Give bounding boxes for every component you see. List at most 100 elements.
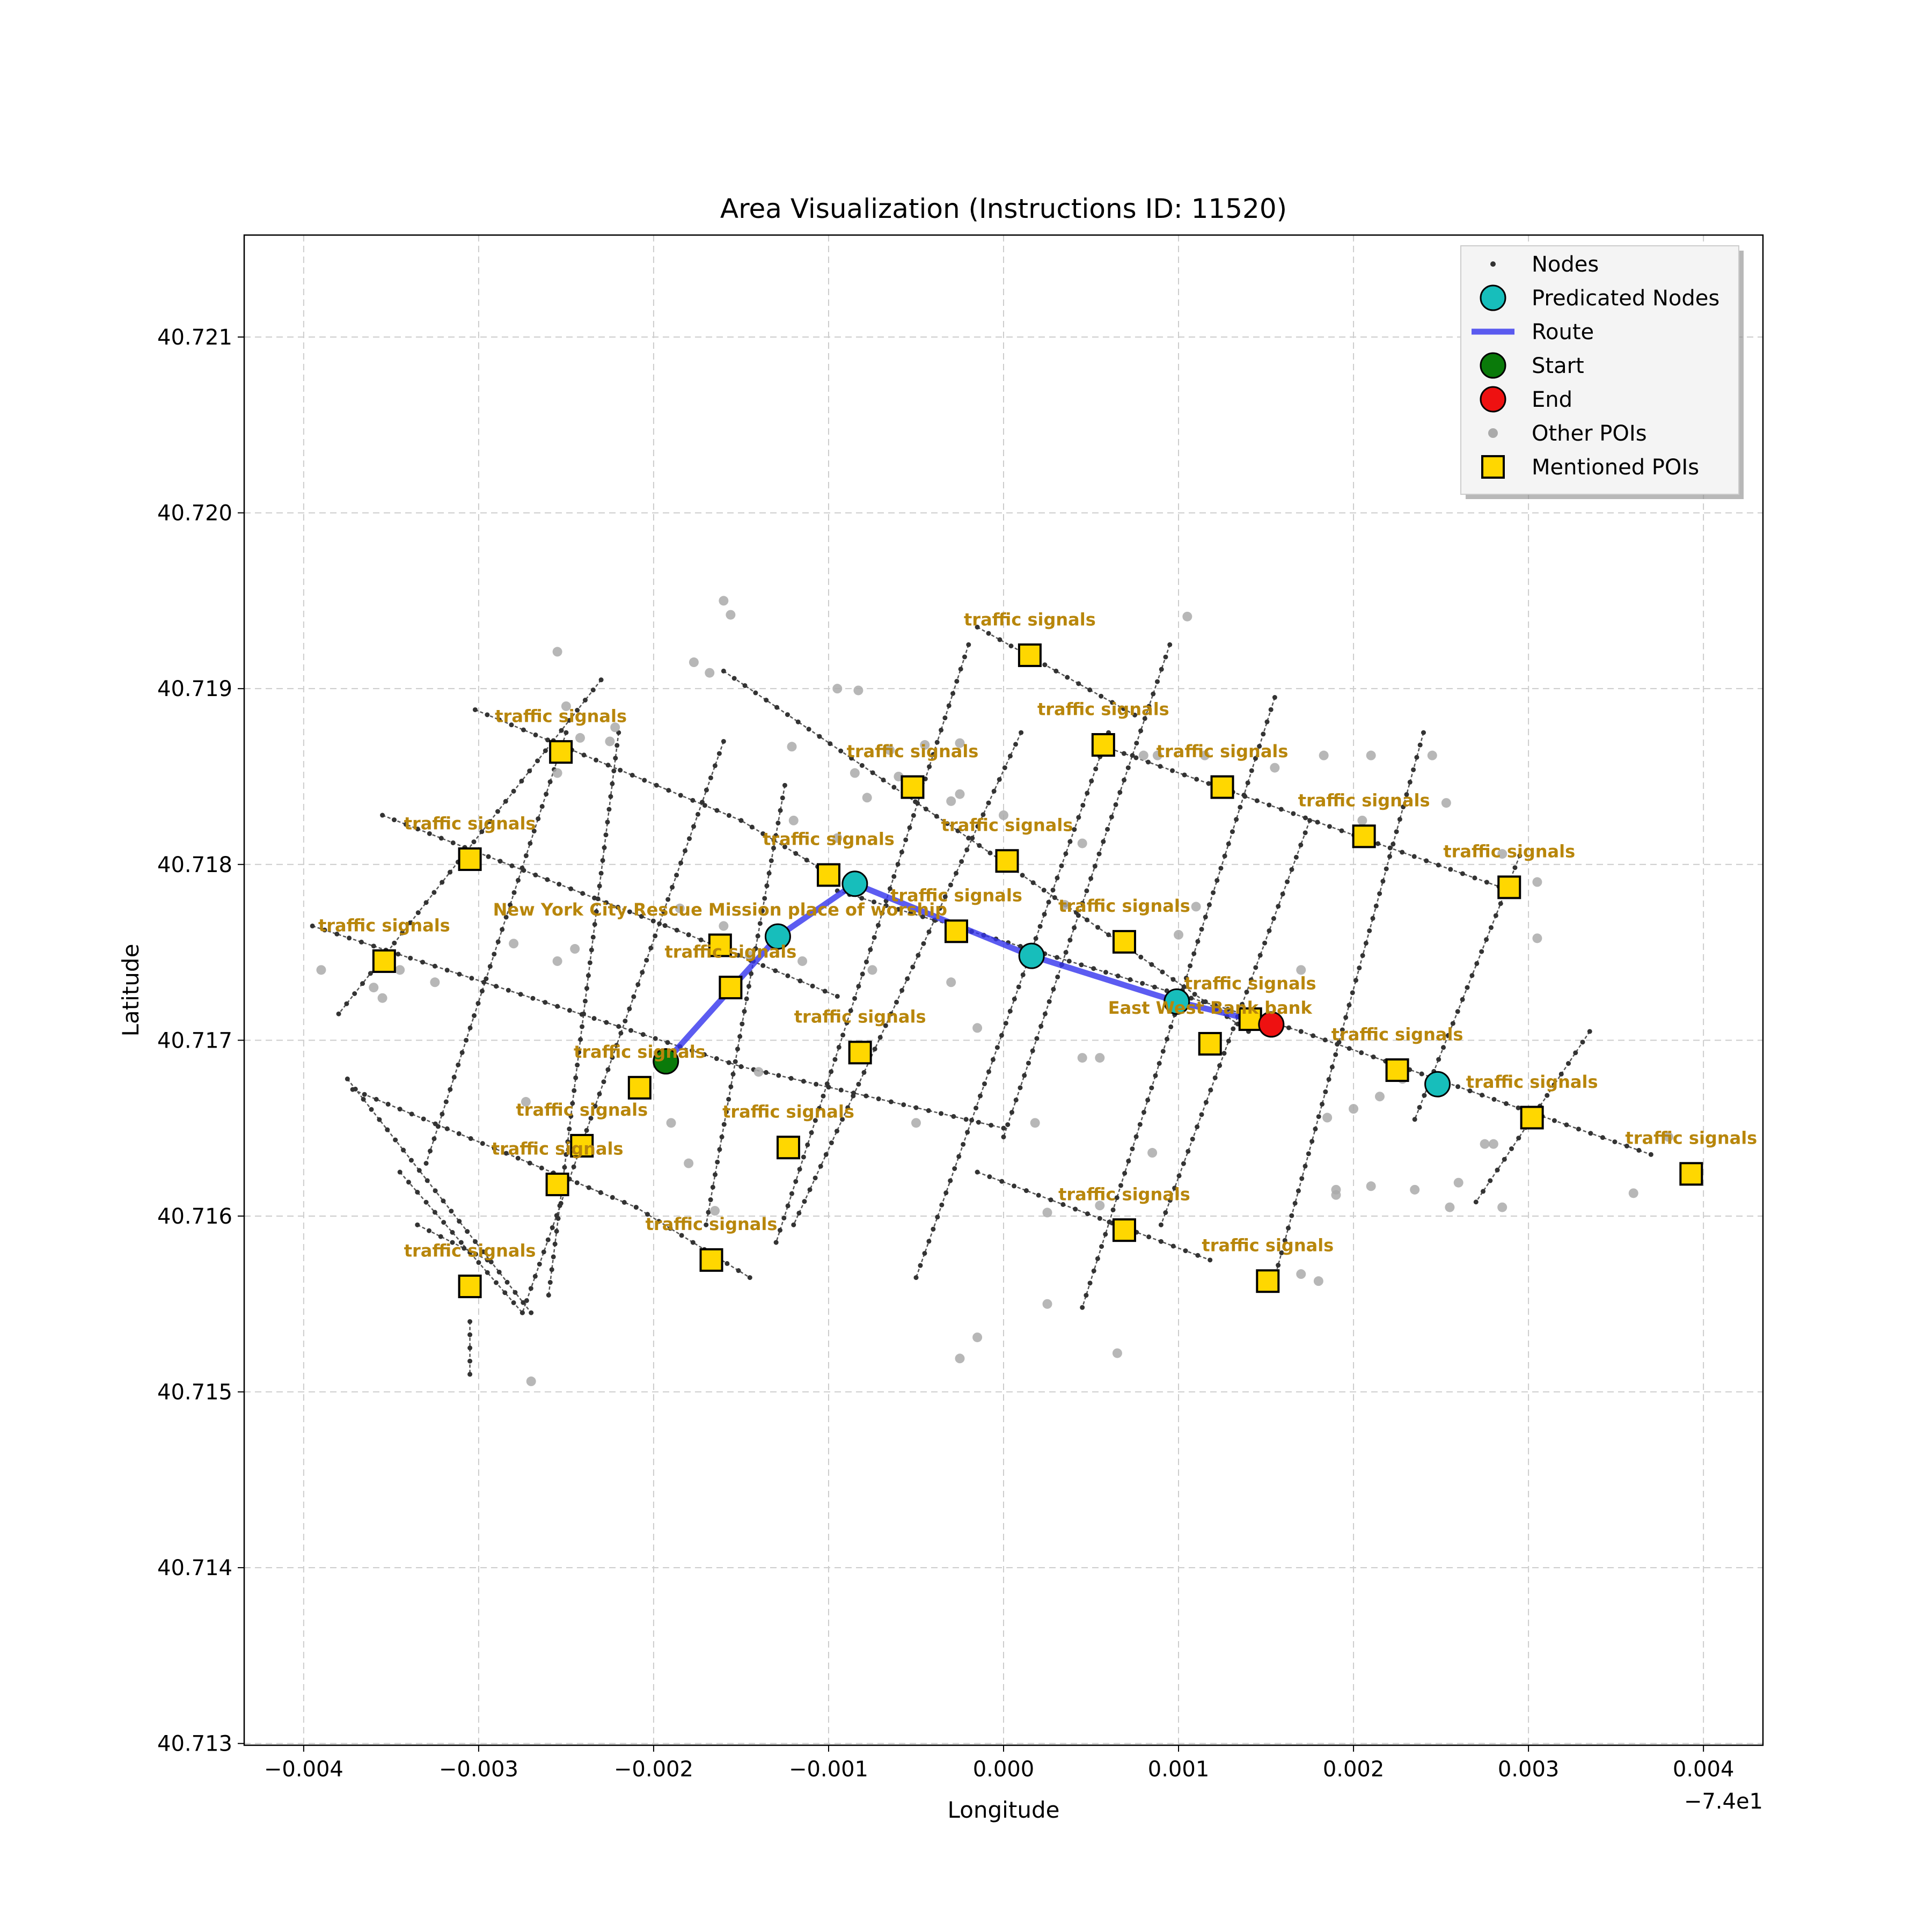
road-node [881, 777, 886, 782]
legend-other-pois-swatch [1488, 428, 1498, 438]
poi-label: traffic signals [1058, 1184, 1190, 1204]
road-node [980, 812, 986, 817]
road-node [1020, 972, 1026, 977]
road-node [1353, 978, 1359, 983]
poi-label: traffic signals [495, 706, 627, 726]
road-node [496, 717, 502, 722]
road-node [488, 1259, 494, 1264]
road-node [665, 1040, 670, 1045]
road-node [1516, 1136, 1521, 1141]
road-node [1013, 742, 1019, 747]
road-node [1067, 839, 1073, 844]
road-node [334, 931, 340, 936]
road-node [521, 1300, 526, 1305]
mentioned-poi-marker [545, 1172, 569, 1196]
y-axis-title: Latitude [118, 944, 144, 1037]
road-node [844, 1020, 850, 1026]
road-node [1167, 1198, 1173, 1203]
road-node [997, 637, 1002, 642]
road-node [762, 896, 767, 901]
y-tick-label: 40.715 [157, 1380, 232, 1405]
road-node [456, 1131, 462, 1136]
road-node [473, 1239, 478, 1245]
road-node [1042, 912, 1047, 917]
road-node [665, 897, 671, 902]
road-node [640, 1032, 646, 1037]
road-node [653, 1036, 658, 1041]
road-node [948, 882, 953, 888]
road-node [1121, 706, 1126, 712]
road-node [859, 896, 865, 901]
road-node [982, 1081, 987, 1087]
road-node [1063, 851, 1069, 857]
road-node [423, 1199, 429, 1205]
road-node [640, 970, 645, 975]
road-node [852, 996, 858, 1001]
road-node [1105, 826, 1110, 832]
mentioned-poi-marker [719, 976, 743, 1000]
road-node [1481, 1189, 1486, 1194]
road-node [1163, 1210, 1168, 1216]
road-node [358, 939, 364, 945]
road-node [1231, 1026, 1236, 1031]
road-node [840, 1117, 845, 1122]
road-node [480, 1249, 486, 1254]
other-poi-marker [972, 1023, 983, 1033]
road-node [618, 767, 623, 773]
road-node [408, 955, 413, 961]
road-node [1099, 693, 1104, 699]
road-node [939, 1202, 945, 1208]
road-node [533, 732, 538, 737]
road-node [859, 763, 865, 768]
road-node [1041, 888, 1046, 893]
other-poi-marker [1663, 1132, 1673, 1142]
road-node [1380, 879, 1386, 884]
road-node [352, 991, 357, 997]
road-node [903, 837, 909, 843]
x-tick-label: 0.003 [1498, 1757, 1560, 1782]
road-node [1484, 937, 1489, 942]
road-node [1030, 1048, 1035, 1053]
other-poi-marker [1441, 798, 1451, 808]
road-node [465, 1229, 470, 1234]
road-node [545, 737, 551, 743]
road-node [814, 1081, 819, 1087]
road-node [702, 803, 707, 808]
road-node [1026, 1060, 1031, 1066]
road-node [1067, 938, 1073, 943]
road-node [746, 984, 751, 989]
road-node [737, 1034, 743, 1039]
road-node [623, 1018, 628, 1023]
road-node [1516, 1105, 1521, 1110]
other-poi-marker [862, 793, 872, 803]
other-poi-marker [946, 796, 956, 806]
x-tick-label: 0.002 [1323, 1757, 1385, 1782]
road-node [597, 1091, 602, 1096]
road-node [1327, 824, 1332, 829]
road-node [344, 1001, 349, 1006]
road-node [872, 1046, 877, 1052]
road-node [788, 1075, 794, 1081]
mentioned-pois [372, 643, 1703, 1298]
road-node [471, 839, 477, 845]
poi-label: traffic signals [516, 1100, 648, 1120]
road-node [1163, 654, 1168, 660]
road-node [1226, 841, 1231, 846]
road-node [976, 1119, 981, 1125]
road-node [1253, 965, 1258, 970]
road-node [545, 877, 550, 882]
road-node [1424, 858, 1429, 863]
road-node [1191, 951, 1197, 956]
road-node [1565, 1061, 1571, 1066]
road-node [1218, 866, 1224, 871]
road-node [1624, 1143, 1629, 1148]
road-node [963, 1117, 969, 1122]
other-poi-marker [1628, 1188, 1638, 1198]
road-node [674, 873, 679, 878]
road-node [832, 1057, 838, 1062]
road-node [1122, 1170, 1128, 1176]
poi-label: traffic signals [1058, 896, 1190, 916]
road-node [1087, 687, 1093, 693]
other-poi-marker [316, 965, 326, 975]
